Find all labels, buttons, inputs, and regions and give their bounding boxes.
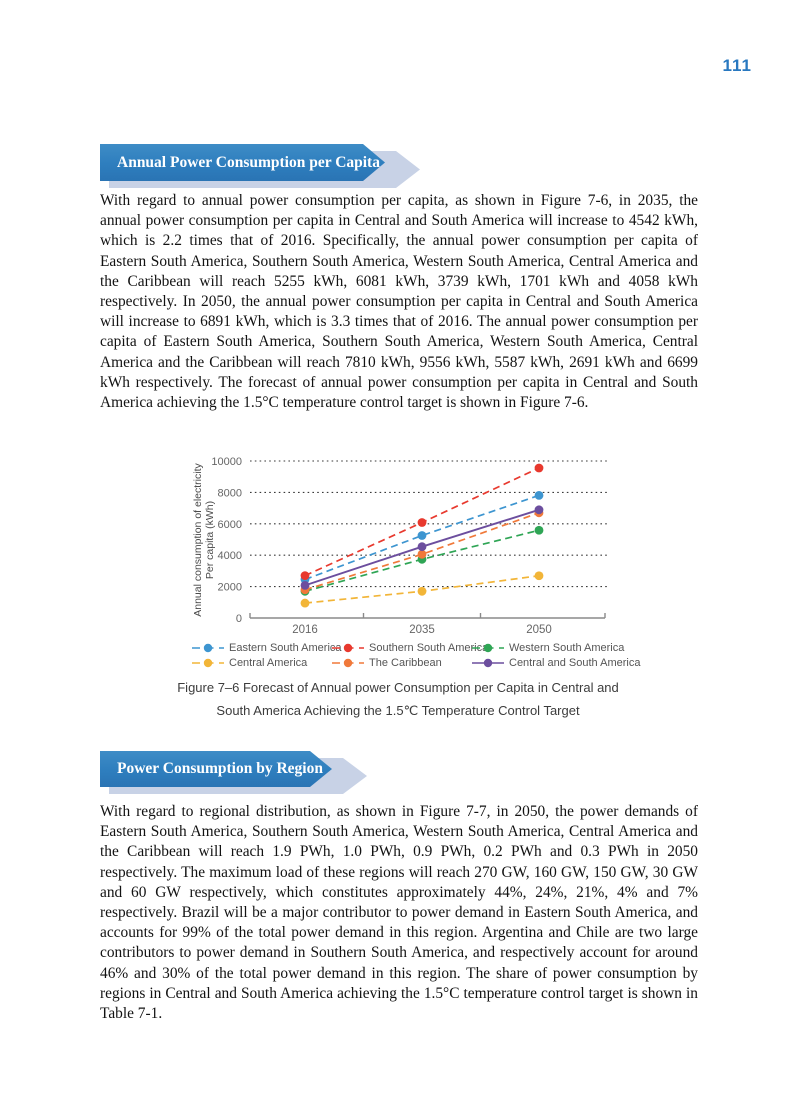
y-tick-label: 0 bbox=[236, 613, 242, 625]
y-axis-title: Annual consumption of electricityPer cap… bbox=[192, 463, 216, 617]
section-title: Annual Power Consumption per Capita bbox=[117, 153, 380, 171]
section-title: Power Consumption by Region bbox=[117, 760, 323, 777]
legend-item: Western South America bbox=[472, 642, 662, 654]
banner-arrow-shape: Annual Power Consumption per Capita bbox=[100, 144, 385, 181]
legend-item: Central America bbox=[192, 657, 332, 669]
legend-label: The Caribbean bbox=[369, 657, 442, 669]
legend-item: Southern South America bbox=[332, 642, 488, 654]
legend-marker-icon bbox=[472, 643, 504, 653]
y-tick-label: 6000 bbox=[218, 519, 242, 531]
figure-caption-line2: South America Achieving the 1.5℃ Tempera… bbox=[216, 702, 580, 718]
figure-caption-line1: Figure 7–6 Forecast of Annual power Cons… bbox=[177, 680, 619, 695]
y-tick-label: 4000 bbox=[218, 550, 242, 562]
y-tick-label: 2000 bbox=[218, 582, 242, 594]
data-point bbox=[534, 490, 544, 500]
legend-label: Southern South America bbox=[369, 642, 489, 654]
data-point bbox=[417, 518, 427, 527]
data-point bbox=[534, 525, 544, 535]
legend-marker-icon bbox=[332, 643, 364, 653]
data-point bbox=[417, 586, 427, 596]
x-tick-label: 2035 bbox=[409, 624, 435, 636]
data-point bbox=[300, 571, 310, 581]
page-number: 111 bbox=[722, 56, 752, 75]
legend-item: Eastern South America bbox=[192, 642, 342, 654]
legend-marker-icon bbox=[192, 643, 224, 653]
y-tick-label: 8000 bbox=[218, 487, 242, 499]
x-tick-label: 2050 bbox=[526, 624, 552, 636]
data-point bbox=[417, 531, 427, 540]
legend-label: Western South America bbox=[509, 642, 625, 654]
data-point bbox=[300, 580, 310, 590]
y-tick-label: 10000 bbox=[211, 456, 242, 468]
data-point bbox=[534, 463, 544, 473]
legend-marker-icon bbox=[472, 658, 504, 668]
chart-legend: Eastern South America Southern South Amer… bbox=[192, 642, 692, 669]
legend-item: The Caribbean bbox=[332, 657, 472, 669]
figure-7-6-chart: 0 2000 4000 6000 8000 10000 2016 2035 2050 Annual… bbox=[185, 448, 675, 636]
legend-label: Central and South America bbox=[509, 657, 641, 669]
data-point bbox=[417, 549, 427, 559]
figure-caption: Figure 7–6 Forecast of Annual power Cons… bbox=[98, 677, 698, 722]
data-point bbox=[534, 505, 544, 515]
data-point bbox=[534, 571, 544, 581]
data-point bbox=[417, 542, 427, 552]
legend-label: Central America bbox=[229, 657, 308, 669]
legend-label: Eastern South America bbox=[229, 642, 342, 654]
legend-marker-icon bbox=[192, 658, 224, 668]
paragraph-annual-consumption: With regard to annual power consumption … bbox=[100, 192, 698, 412]
series-line bbox=[304, 494, 540, 581]
series-line bbox=[304, 512, 540, 591]
data-point bbox=[300, 598, 310, 608]
legend-marker-icon bbox=[332, 658, 364, 668]
banner-arrow-shape: Power Consumption by Region bbox=[100, 751, 332, 787]
legend-item: Central and South America bbox=[472, 657, 662, 669]
paragraph-power-by-region: With regard to regional distribution, as… bbox=[100, 803, 698, 1023]
line-chart: 0 2000 4000 6000 8000 10000 2016 2035 2050 Annual… bbox=[192, 456, 610, 636]
x-tick-label: 2016 bbox=[292, 624, 318, 636]
